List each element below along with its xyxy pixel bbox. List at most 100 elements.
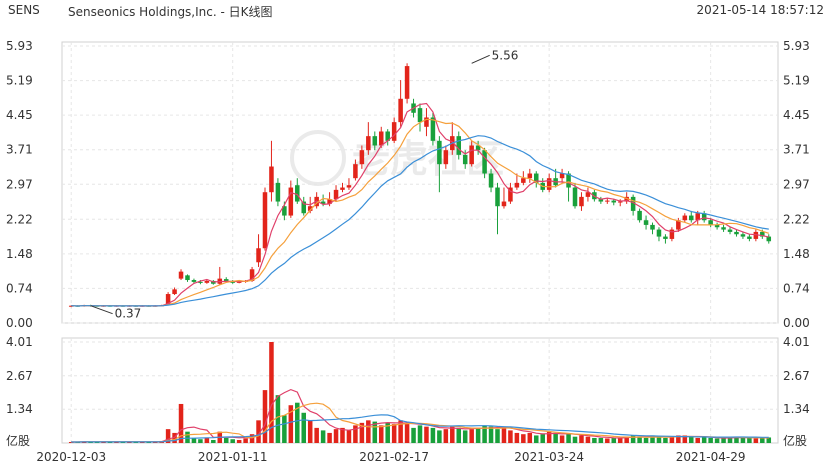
volume-bar	[456, 427, 462, 443]
price-ytick-left: 0.74	[6, 281, 33, 295]
candle-body	[456, 136, 462, 155]
price-ytick-right: 5.19	[783, 74, 810, 88]
volume-bar	[624, 436, 629, 443]
candle-body	[656, 229, 662, 237]
candle-body	[437, 140, 442, 165]
date-label: 2020-12-03	[36, 450, 106, 464]
candle-body	[185, 275, 190, 281]
volume-bar	[753, 438, 759, 443]
volume-bar	[650, 435, 655, 443]
ma-long-line	[71, 135, 769, 307]
volume-bar	[643, 437, 649, 443]
volume-bar	[424, 426, 429, 443]
volume-bar	[656, 436, 662, 443]
chart-title: Senseonics Holdings,Inc. - 日K线图	[68, 5, 273, 19]
volume-bar	[223, 437, 229, 443]
volume-bar	[540, 434, 545, 443]
volume-bar	[385, 422, 390, 443]
volume-bar	[663, 437, 668, 443]
candle-body	[559, 173, 565, 179]
candle-body	[527, 173, 533, 179]
volume-bar	[533, 435, 539, 443]
price-ytick-left: 2.97	[6, 177, 33, 191]
candle-body	[508, 187, 513, 202]
volume-bar	[269, 342, 274, 443]
candle-body	[372, 136, 378, 146]
volume-bar	[211, 439, 216, 443]
price-ytick-left: 3.71	[6, 143, 33, 157]
volume-bar	[630, 435, 636, 443]
date-label: 2021-01-11	[198, 450, 268, 464]
volume-bar	[508, 430, 513, 443]
volume-bar	[475, 427, 481, 443]
price-ytick-right: 0.74	[783, 281, 810, 295]
candle-body	[404, 66, 410, 99]
volume-bar	[443, 429, 449, 443]
candle-body	[269, 166, 274, 193]
volume-bar	[165, 429, 171, 443]
candle-body	[747, 236, 752, 239]
volume-bar	[430, 427, 436, 443]
volume-ytick-left: 4.01	[6, 335, 33, 349]
volume-bar	[256, 420, 261, 443]
candle-body	[172, 289, 177, 295]
volume-bar	[682, 435, 688, 443]
candle-body	[753, 231, 759, 239]
candle-body	[579, 196, 584, 207]
volume-ytick-left: 1.34	[6, 402, 33, 416]
candle-body	[624, 196, 629, 202]
candle-body	[282, 206, 287, 216]
volume-bar	[579, 435, 584, 443]
candle-body	[521, 178, 526, 183]
candle-body	[378, 131, 384, 146]
volume-bar	[191, 437, 197, 443]
candle-body	[320, 201, 326, 204]
volume-bar	[307, 420, 313, 443]
volume-unit-left: 亿股	[6, 433, 30, 448]
volume-bar	[398, 420, 403, 443]
candle-body	[566, 173, 571, 188]
candle-body	[766, 236, 772, 242]
annotation-label: 0.37	[115, 307, 142, 321]
candle-body	[495, 187, 500, 207]
candle-body	[256, 248, 261, 263]
candle-body	[391, 122, 397, 141]
volume-bar	[676, 435, 681, 443]
candle-body	[204, 280, 210, 283]
volume-bar	[204, 437, 210, 443]
price-ytick-left: 5.93	[6, 39, 33, 53]
volume-bar	[411, 427, 416, 443]
volume-bar	[488, 426, 494, 443]
volume-bar	[417, 425, 423, 443]
volume-bar	[585, 436, 591, 443]
date-label: 2021-03-24	[514, 450, 584, 464]
candle-body	[262, 192, 268, 249]
price-ytick-right: 5.93	[783, 39, 810, 53]
price-ytick-right: 4.45	[783, 108, 810, 122]
price-ytick-right: 3.71	[783, 143, 810, 157]
date-label: 2021-02-17	[359, 450, 429, 464]
volume-bar	[740, 437, 746, 443]
volume-bar	[727, 437, 733, 443]
volume-bar	[236, 439, 242, 443]
candle-body	[359, 150, 365, 165]
candle-body	[223, 279, 229, 281]
candle-body	[198, 281, 203, 283]
volume-bar	[495, 429, 500, 443]
candle-body	[385, 131, 390, 141]
candle-body	[340, 187, 345, 190]
candle-body	[617, 201, 623, 203]
candle-body	[669, 229, 675, 239]
volume-bar	[391, 424, 397, 443]
candle-body	[424, 117, 429, 127]
price-ytick-left: 0.00	[6, 316, 33, 330]
volume-bar	[378, 425, 384, 443]
price-ytick-left: 4.45	[6, 108, 33, 122]
candle-body	[488, 173, 494, 188]
volume-bar	[178, 403, 184, 443]
volume-bar	[553, 432, 558, 443]
candle-body	[760, 231, 765, 237]
price-ytick-right: 2.97	[783, 177, 810, 191]
candle-body	[301, 201, 307, 214]
volume-bar	[243, 438, 248, 443]
